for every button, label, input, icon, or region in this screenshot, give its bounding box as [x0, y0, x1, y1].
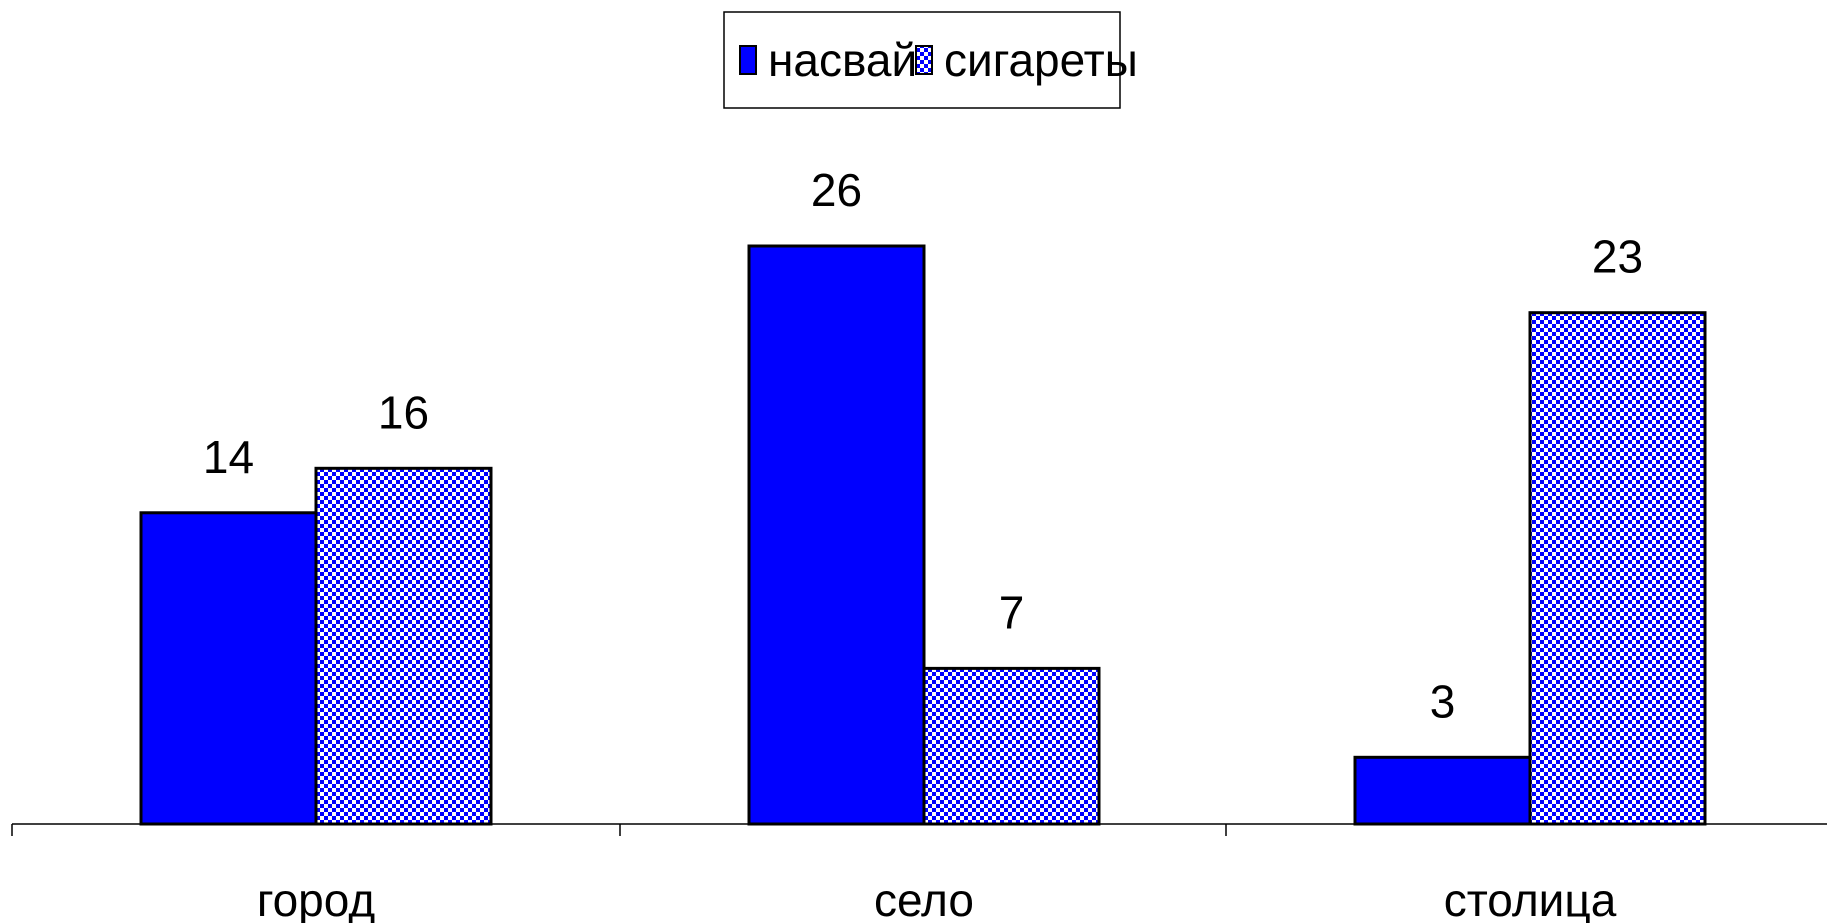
legend-label-nasvai: насвай	[768, 34, 917, 86]
bar-nasvai-1	[747, 244, 926, 826]
category-labels-group: город село столица	[257, 874, 1617, 923]
legend-swatch-sigarety	[915, 45, 933, 75]
legend-label-sigarety: сигареты	[944, 34, 1138, 86]
data-label-sigarety-2: 23	[1592, 231, 1643, 283]
data-label-nasvai-1: 26	[811, 164, 862, 216]
bar-sigarety-2	[1528, 311, 1707, 826]
data-labels-group: 14 16 26 7 3 23	[203, 164, 1643, 727]
bar-nasvai-0	[139, 511, 318, 826]
data-label-sigarety-0: 16	[378, 386, 429, 438]
bar-sigarety-0	[314, 466, 493, 826]
data-label-sigarety-1: 7	[999, 586, 1025, 638]
bar-nasvai-2	[1353, 755, 1532, 826]
legend-swatch-nasvai	[739, 45, 757, 75]
category-label-2: столица	[1444, 874, 1617, 923]
data-label-nasvai-0: 14	[203, 431, 254, 483]
category-label-1: село	[874, 874, 974, 923]
data-label-nasvai-2: 3	[1430, 675, 1456, 727]
category-label-0: город	[257, 874, 376, 923]
chart-legend: насвай сигареты	[723, 11, 1138, 109]
bars-group	[139, 244, 1707, 826]
bar-sigarety-1	[922, 666, 1101, 826]
